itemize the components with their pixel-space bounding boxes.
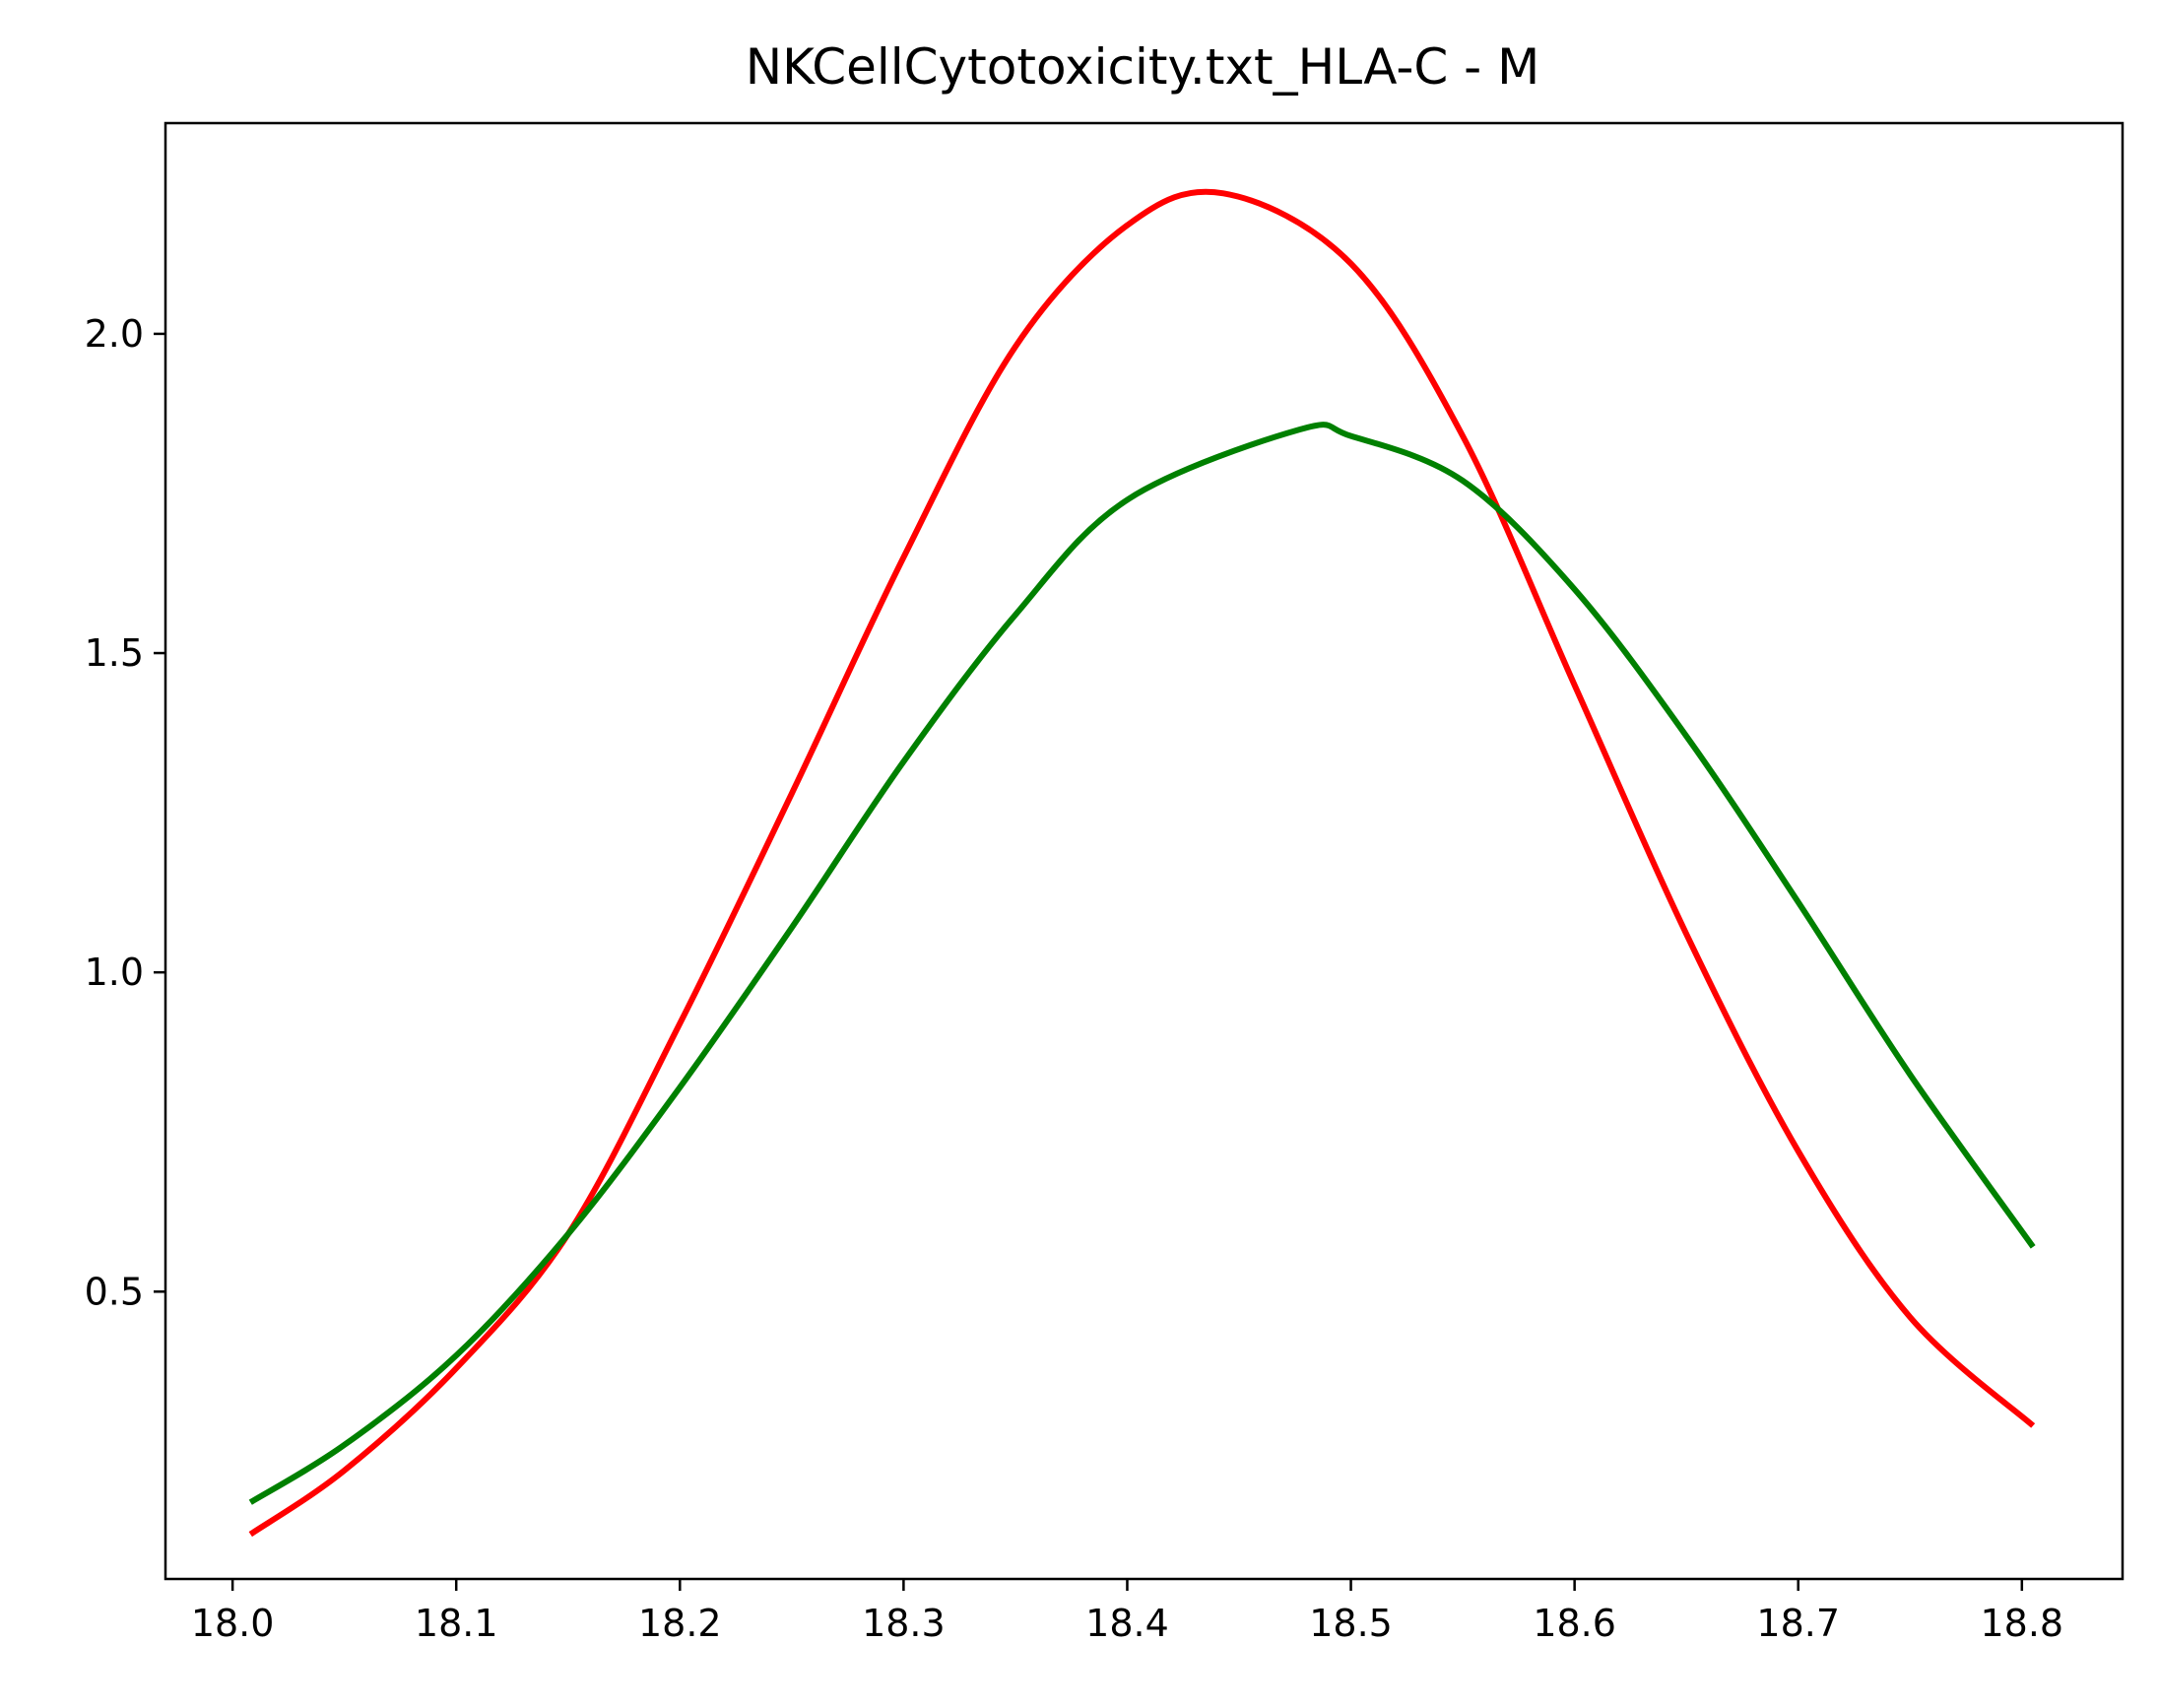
y-tick-label: 1.0 <box>85 951 144 994</box>
x-tick-label: 18.4 <box>1085 1602 1169 1645</box>
x-tick-label: 18.3 <box>862 1602 946 1645</box>
x-tick-label: 18.5 <box>1309 1602 1393 1645</box>
chart-title: NKCellCytotoxicity.txt_HLA-C - M <box>746 38 1540 96</box>
y-axis: 0.5 1.0 1.5 2.0 <box>85 312 165 1313</box>
x-axis: 18.0 18.1 18.2 18.3 18.4 18.5 18.6 18.7 18.8 <box>191 1579 2063 1645</box>
series-line-green <box>248 422 2036 1505</box>
x-tick-label: 18.1 <box>415 1602 498 1645</box>
y-tick-label: 0.5 <box>85 1270 144 1313</box>
plot-area-frame <box>163 121 2125 1581</box>
x-tick-label: 18.6 <box>1533 1602 1616 1645</box>
y-tick-label: 2.0 <box>85 312 144 356</box>
y-tick-label: 1.5 <box>85 631 144 675</box>
series-line-red <box>248 188 2036 1538</box>
x-tick-label: 18.2 <box>638 1602 722 1645</box>
series-group <box>248 188 2036 1538</box>
x-tick-label: 18.8 <box>1981 1602 2064 1645</box>
x-tick-label: 18.7 <box>1756 1602 1840 1645</box>
x-tick-label: 18.0 <box>191 1602 275 1645</box>
